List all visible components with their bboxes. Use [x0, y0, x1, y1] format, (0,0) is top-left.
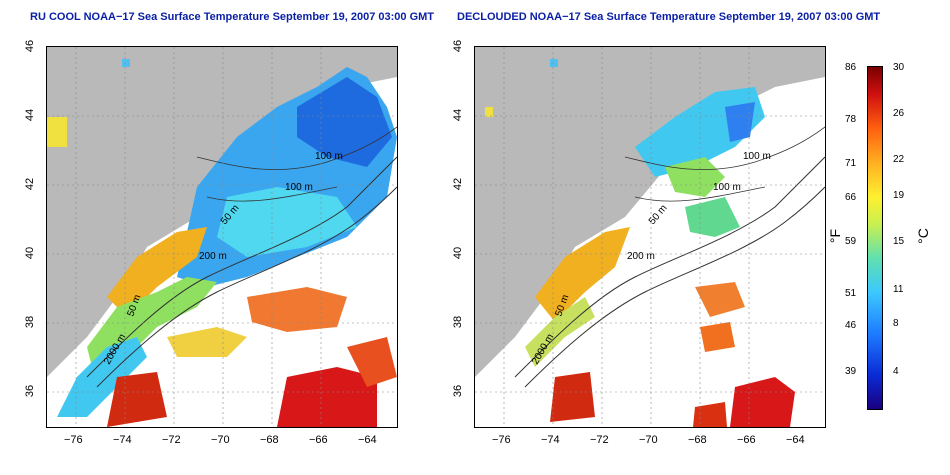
sst-hot-patch-2 — [730, 377, 795, 427]
right-map-graphic: 100 m 100 m 50 m 200 m 50 m 2000 m — [475, 47, 825, 427]
left-map-title: RU COOL NOAA−17 Sea Surface Temperature … — [30, 11, 435, 23]
sst-pixel — [122, 59, 130, 67]
y-tick-label: 44 — [24, 108, 37, 122]
celsius-tick: 8 — [893, 318, 899, 329]
fahrenheit-tick: 71 — [845, 158, 857, 169]
contour-label: 100 m — [315, 151, 343, 162]
isobath-line — [86, 156, 397, 378]
sst-hot-patch-2 — [277, 367, 377, 427]
sst-warm-patch-1 — [695, 282, 745, 317]
contour-label: 200 m — [199, 251, 227, 262]
sst-hot-patch-1 — [107, 372, 167, 427]
fahrenheit-tick: 86 — [845, 62, 857, 73]
sst-green-patch — [685, 197, 740, 237]
isobath-line — [524, 186, 825, 388]
y-tick-label: 42 — [452, 177, 465, 191]
sst-cold-patch — [725, 102, 755, 142]
isobath-line — [206, 186, 338, 202]
celsius-tick: 26 — [893, 108, 905, 119]
x-tick-label: −64 — [786, 434, 805, 446]
y-tick-label: 40 — [24, 246, 37, 260]
x-tick-label: −72 — [590, 434, 609, 446]
fahrenheit-tick: 51 — [845, 288, 857, 299]
y-tick-label: 40 — [452, 246, 465, 260]
x-tick-label: −76 — [64, 434, 83, 446]
fahrenheit-tick: 46 — [845, 320, 857, 331]
right-map-title: DECLOUDED NOAA−17 Sea Surface Temperatur… — [457, 11, 881, 23]
sst-warm-shelf — [107, 227, 207, 317]
sst-hot-patch-3 — [347, 337, 397, 387]
y-tick-label: 46 — [452, 39, 465, 53]
fahrenheit-tick: 66 — [845, 192, 857, 203]
temperature-colorbar — [867, 66, 883, 410]
x-tick-label: −74 — [113, 434, 132, 446]
map-grid — [47, 47, 397, 427]
x-tick-label: −74 — [541, 434, 560, 446]
left-sst-map: 100 m 100 m 50 m 200 m 50 m 2000 m — [46, 46, 398, 428]
fahrenheit-tick: 78 — [845, 114, 857, 125]
celsius-tick: 15 — [893, 236, 905, 247]
y-tick-label: 42 — [24, 177, 37, 191]
sst-pixel — [550, 59, 558, 67]
fahrenheit-tick: 59 — [845, 236, 857, 247]
fahrenheit-tick: 39 — [845, 366, 857, 377]
celsius-tick: 19 — [893, 190, 905, 201]
y-tick-label: 46 — [24, 39, 37, 53]
sst-pixel — [485, 107, 493, 117]
sst-pixel — [47, 117, 67, 147]
map-grid — [475, 47, 825, 427]
x-tick-label: −68 — [688, 434, 707, 446]
isobath-line — [96, 186, 397, 388]
x-tick-label: −66 — [309, 434, 328, 446]
sst-warm-patch-2 — [167, 327, 247, 357]
isobath-line — [514, 156, 825, 378]
y-tick-label: 36 — [452, 384, 465, 398]
celsius-tick: 11 — [893, 284, 904, 295]
fahrenheit-unit-label: °F — [827, 228, 844, 244]
right-sst-map: 100 m 100 m 50 m 200 m 50 m 2000 m — [474, 46, 826, 428]
isobath-line — [634, 186, 766, 202]
contour-label: 100 m — [713, 182, 741, 193]
sst-cyan-region — [217, 187, 357, 257]
contour-label: 100 m — [285, 182, 313, 193]
sst-coast-cyan — [57, 337, 147, 417]
x-tick-label: −70 — [639, 434, 658, 446]
contour-label: 100 m — [743, 151, 771, 162]
sst-hot-patch-1 — [550, 372, 595, 422]
x-tick-label: −70 — [211, 434, 230, 446]
x-tick-label: −68 — [260, 434, 279, 446]
y-tick-label: 38 — [452, 315, 465, 329]
sst-warm-shelf — [535, 227, 630, 322]
x-tick-label: −76 — [492, 434, 511, 446]
x-tick-label: −66 — [737, 434, 756, 446]
sst-warm-patch-2 — [700, 322, 735, 352]
sst-green-patch — [665, 157, 725, 197]
left-map-graphic: 100 m 100 m 50 m 200 m 50 m 2000 m — [47, 47, 397, 427]
celsius-tick: 22 — [893, 154, 905, 165]
contour-label: 200 m — [627, 251, 655, 262]
celsius-tick: 30 — [893, 62, 905, 73]
y-tick-label: 38 — [24, 315, 37, 329]
celsius-unit-label: °C — [914, 228, 931, 244]
x-tick-label: −72 — [162, 434, 181, 446]
sst-hot-patch-3 — [693, 402, 727, 427]
y-tick-label: 44 — [452, 108, 465, 122]
y-tick-label: 36 — [24, 384, 37, 398]
x-tick-label: −64 — [358, 434, 377, 446]
celsius-tick: 4 — [893, 366, 899, 377]
